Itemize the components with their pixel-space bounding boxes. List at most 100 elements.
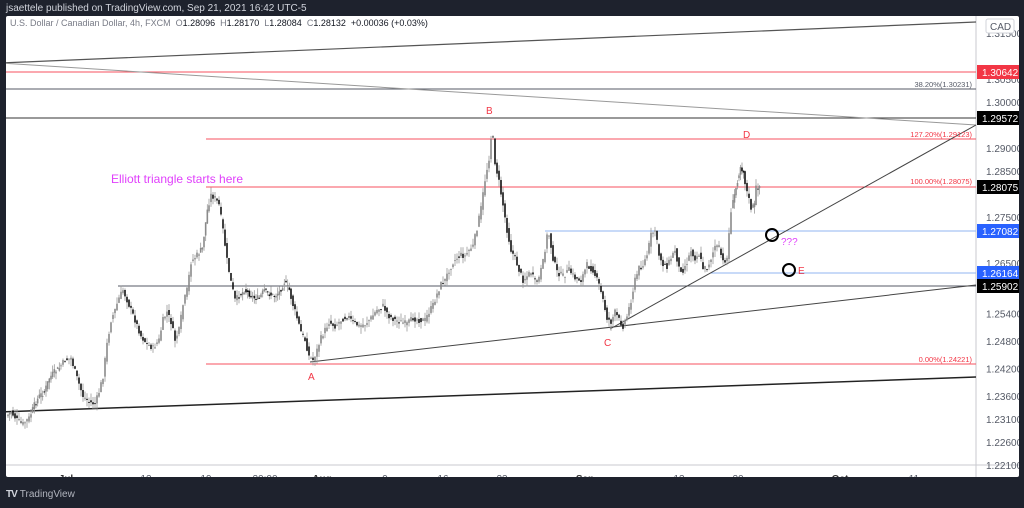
candle-body <box>542 259 544 269</box>
candle-body <box>338 321 340 324</box>
candle-body <box>342 318 344 322</box>
candle-body <box>170 318 172 325</box>
candle-body <box>458 256 460 258</box>
candle-body <box>478 215 480 227</box>
price-change: +0.00036 (+0.03%) <box>350 18 428 28</box>
candle-body <box>330 320 332 324</box>
trend-line <box>309 284 977 363</box>
candle-body <box>220 206 222 215</box>
candle-body <box>448 272 450 274</box>
candle-body <box>566 270 568 273</box>
candle-body <box>22 422 24 425</box>
candle-body <box>622 323 624 329</box>
time-tick-label: 19 <box>200 474 212 477</box>
candle-body <box>346 318 348 320</box>
candle-body <box>494 138 496 165</box>
price-tick-label: 1.30000 <box>986 98 1019 109</box>
candle-body <box>154 347 156 349</box>
price-tick-label: 1.22600 <box>986 438 1019 449</box>
candle-body <box>416 319 418 321</box>
candle-body <box>255 298 257 301</box>
candle-body <box>662 259 664 267</box>
chart-frame[interactable]: U.S. Dollar / Canadian Dollar, 4h, FXCM … <box>6 16 1019 477</box>
candle-body <box>739 167 742 175</box>
candle-body <box>466 253 468 255</box>
tradingview-footer[interactable]: TV TradingView <box>6 489 75 500</box>
candle-body <box>674 250 676 253</box>
candle-body <box>70 357 72 360</box>
candle-body <box>203 236 205 248</box>
candle-body <box>216 198 218 201</box>
candle-body <box>468 249 470 252</box>
candle-body <box>694 255 696 261</box>
candle-body <box>273 295 276 297</box>
publisher-caption: jsaettele published on TradingView.com, … <box>6 3 307 14</box>
candle-body <box>462 253 464 258</box>
candle-body <box>36 398 39 404</box>
candle-body <box>120 291 122 299</box>
candle-body <box>518 264 520 272</box>
candle-body <box>440 281 442 290</box>
candle-body <box>30 414 32 418</box>
candle-body <box>516 256 518 266</box>
candle-body <box>450 268 452 270</box>
candle-body <box>372 315 374 320</box>
candle-body <box>300 324 302 332</box>
candle-body <box>618 314 620 318</box>
candle-body <box>271 293 274 295</box>
time-tick-label: 12 <box>140 474 152 477</box>
fib-level-label: 100.00%(1.28075) <box>910 177 972 186</box>
candle-body <box>670 258 672 262</box>
candle-body <box>156 342 158 344</box>
candle-body <box>248 290 251 297</box>
candle-body <box>118 297 120 303</box>
candle-body <box>753 203 756 208</box>
time-tick-label: Sep <box>576 474 594 477</box>
candle-body <box>280 290 282 292</box>
candle-body <box>166 311 168 317</box>
candle-body <box>92 402 94 405</box>
candle-body <box>580 280 582 283</box>
candle-body <box>400 320 402 322</box>
candle-body <box>326 327 328 331</box>
candle-body <box>732 200 734 209</box>
time-tick-label: Jul <box>59 474 74 477</box>
candle-body <box>74 366 76 369</box>
candle-body <box>251 295 254 297</box>
candle-body <box>650 232 652 247</box>
candle-body <box>186 287 188 297</box>
candle-body <box>576 277 578 279</box>
candle-body <box>568 267 570 271</box>
candle-body <box>608 317 610 320</box>
candle-body <box>646 255 648 259</box>
candle-body <box>114 308 116 314</box>
candle-body <box>596 273 598 278</box>
candle-body <box>592 266 594 273</box>
candle-body <box>432 302 434 309</box>
price-chart-canvas[interactable]: 1.31500 1.30500 1.30000 1.29000 1.28500 1.275… <box>6 16 1019 477</box>
ohlc-low: L1.28084 <box>264 18 302 28</box>
candle-body <box>41 395 44 397</box>
candle-body <box>710 259 712 263</box>
candle-body <box>106 342 108 362</box>
candle-body <box>218 199 220 205</box>
candle-body <box>228 258 230 272</box>
candle-body <box>50 375 52 380</box>
candle-body <box>68 358 70 360</box>
candle-body <box>182 305 184 320</box>
candle-body <box>352 320 354 322</box>
fib-level-label: 127.20%(1.29123) <box>910 130 972 139</box>
candle-body <box>508 228 510 242</box>
candle-body <box>288 287 291 290</box>
candle-body <box>276 293 279 296</box>
candle-body <box>722 253 724 261</box>
candle-body <box>332 323 334 326</box>
candle-body <box>560 271 562 274</box>
candle-body <box>430 306 432 313</box>
candle-body <box>612 316 614 322</box>
candle-body <box>558 272 560 277</box>
candle-body <box>38 394 41 398</box>
wave-label-qqq: ??? <box>781 237 798 248</box>
candle-body <box>285 280 287 283</box>
candle-body <box>424 318 426 322</box>
